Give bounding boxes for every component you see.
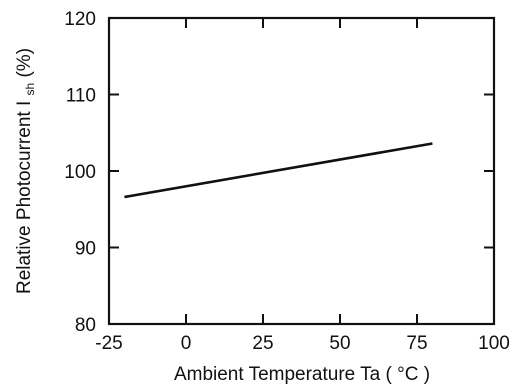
x-tick-label: -25 (95, 333, 122, 354)
x-tick-labels: -25 0 25 50 75 100 (95, 333, 510, 354)
series-lines (124, 144, 432, 198)
x-tick-label: 0 (181, 333, 192, 354)
y-tick-label: 120 (64, 9, 96, 30)
y-axis-title-main: Relative Photocurrent I (14, 101, 35, 294)
series-line (124, 144, 432, 198)
y-tick-label: 80 (75, 315, 96, 336)
x-axis-title: Ambient Temperature Ta ( °C ) (174, 364, 430, 385)
y-tick-label: 90 (75, 239, 96, 260)
x-tick-label: 50 (329, 333, 350, 354)
y-tick-labels: 80 90 100 110 120 (64, 9, 96, 336)
y-tick-label: 110 (66, 86, 96, 107)
x-tick-label: 75 (406, 333, 427, 354)
y-axis-title-subscript: sh (23, 83, 37, 96)
x-tick-label: 25 (252, 333, 273, 354)
axis-ticks (109, 18, 494, 324)
y-axis-title-unit: (%) (14, 48, 35, 78)
plot-frame (109, 18, 494, 324)
x-tick-label: 100 (478, 333, 510, 354)
y-tick-label: 100 (64, 162, 96, 183)
y-axis-title: Relative Photocurrent I sh (%) (14, 48, 39, 294)
